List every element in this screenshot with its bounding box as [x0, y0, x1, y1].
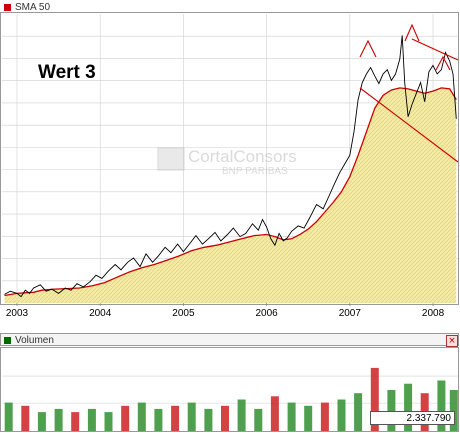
- volume-header-bg: [0, 333, 459, 346]
- watermark-title: CortalConsors: [188, 147, 297, 166]
- trend-lines: [359, 23, 459, 163]
- volume-bar: [370, 367, 379, 431]
- volume-bar: [187, 402, 196, 431]
- volume-bar: [449, 390, 458, 431]
- volume-bar: [354, 393, 363, 431]
- volume-bar: [221, 405, 229, 431]
- x-tick-label: 2007: [339, 308, 362, 319]
- price-legend: SMA 50: [4, 2, 50, 13]
- price-line: [4, 35, 457, 298]
- volume-bar: [287, 402, 296, 431]
- volume-bar: [437, 380, 446, 431]
- sma-area: [4, 87, 457, 304]
- x-tick-label: 2005: [172, 308, 195, 319]
- volume-legend-label: Volumen: [15, 335, 54, 346]
- price-chart: CortalConsors BNP PARIBAS Wert 3 2003 200…: [0, 12, 459, 319]
- x-tick-label: 2003: [6, 308, 29, 319]
- volume-bars: [4, 367, 458, 431]
- volume-bar: [404, 383, 413, 431]
- peak-marker: [359, 39, 377, 58]
- volume-bar: [320, 402, 329, 431]
- volume-bar: [37, 412, 46, 431]
- volume-bar: [237, 399, 246, 431]
- volume-bar: [254, 408, 263, 431]
- sma-legend-label: SMA 50: [15, 2, 51, 13]
- annotation-label: Wert 3: [38, 62, 96, 83]
- sma-line: [4, 87, 457, 297]
- current-volume-box: 2.337.790: [370, 411, 455, 425]
- sma-legend-swatch: [4, 4, 11, 11]
- volume-bar: [337, 399, 346, 431]
- x-tick-label: 2006: [255, 308, 278, 319]
- volume-bar: [21, 405, 30, 431]
- volume-bar: [204, 408, 213, 431]
- x-tick-label: 2008: [422, 308, 445, 319]
- volume-legend-swatch: [4, 337, 11, 344]
- watermark-subtitle: BNP PARIBAS: [222, 166, 288, 177]
- volume-bar: [137, 402, 146, 431]
- volume-bar: [87, 408, 96, 431]
- volume-bar: [154, 408, 163, 431]
- volume-legend: Volumen: [4, 335, 54, 346]
- volume-bar: [54, 408, 63, 431]
- volume-bar: [387, 390, 396, 431]
- volume-bar: [71, 412, 80, 431]
- volume-bar: [121, 405, 130, 431]
- x-tick-label: 2004: [89, 308, 112, 319]
- volume-bar: [304, 405, 313, 431]
- volume-bar: [171, 405, 180, 431]
- volume-grid: [2, 375, 458, 404]
- volume-close-button[interactable]: ×: [446, 335, 458, 347]
- trend-line: [411, 38, 459, 61]
- watermark: CortalConsors BNP PARIBAS: [157, 147, 297, 177]
- volume-bar: [270, 396, 279, 431]
- watermark-logo: [157, 147, 185, 171]
- volume-bar: [104, 412, 113, 431]
- peak-marker: [404, 23, 420, 42]
- volume-bar: [4, 402, 13, 431]
- trend-line: [359, 87, 459, 163]
- x-axis: 2003 2004 2005 2006 2007 2008: [6, 303, 445, 319]
- peak-marker: [435, 55, 451, 71]
